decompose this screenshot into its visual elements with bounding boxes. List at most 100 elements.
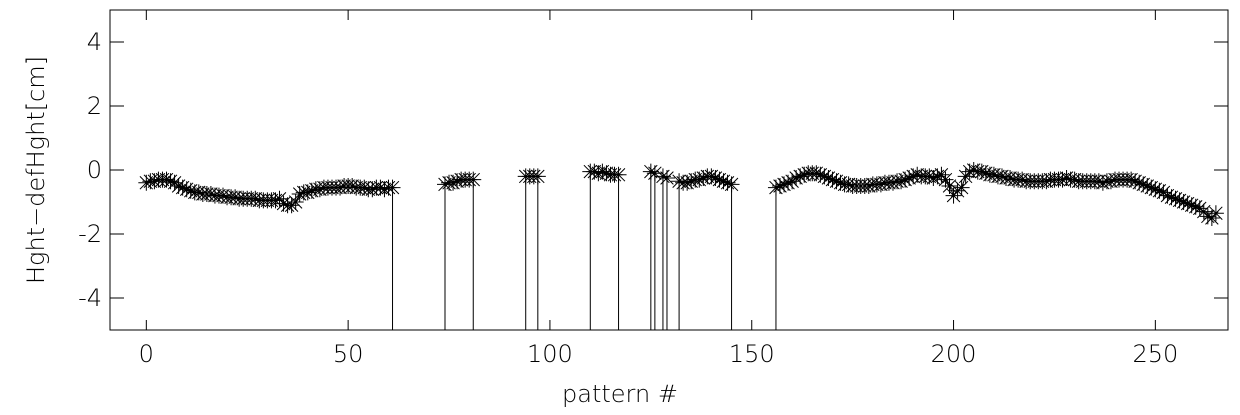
data-point	[945, 187, 962, 204]
data-point	[828, 173, 845, 190]
data-point	[356, 179, 373, 196]
data-point	[1094, 174, 1111, 191]
data-point	[646, 165, 663, 182]
data-point	[202, 186, 219, 202]
data-point	[166, 174, 183, 191]
data-point	[376, 181, 393, 198]
data-point	[824, 171, 841, 188]
data-point	[1143, 179, 1160, 196]
x-tick-label: 150	[729, 340, 775, 368]
data-point	[291, 186, 308, 202]
x-tick-label: 100	[527, 340, 573, 368]
data-point	[711, 171, 728, 188]
data-point	[796, 166, 813, 183]
data-point	[788, 170, 805, 186]
data-point	[808, 165, 825, 182]
data-point	[190, 184, 207, 201]
data-point	[925, 170, 942, 186]
data-point	[332, 179, 349, 196]
x-tick-label: 50	[333, 340, 364, 368]
data-point	[671, 173, 688, 190]
data-point	[364, 181, 381, 198]
data-point	[723, 176, 740, 193]
data-point	[715, 173, 732, 190]
data-point	[1163, 189, 1180, 206]
data-point	[311, 181, 328, 198]
data-point	[436, 176, 453, 193]
data-point	[445, 174, 462, 191]
data-point	[921, 168, 938, 185]
data-point	[897, 171, 914, 188]
data-point	[812, 166, 829, 183]
data-point	[372, 179, 389, 196]
data-point	[1123, 171, 1140, 188]
data-point	[1090, 173, 1107, 190]
data-point	[1175, 194, 1192, 210]
data-point	[993, 168, 1010, 185]
data-point	[1102, 173, 1119, 190]
data-point	[275, 195, 292, 212]
data-point	[170, 178, 187, 194]
data-point	[937, 171, 954, 188]
y-tick-label: -4	[78, 284, 102, 312]
data-point	[961, 163, 978, 180]
data-point	[985, 166, 1002, 183]
data-point	[594, 163, 611, 180]
data-point	[182, 182, 199, 199]
data-point	[679, 174, 696, 191]
data-point	[1038, 173, 1055, 190]
data-point	[957, 168, 974, 185]
data-point	[449, 173, 466, 190]
data-point	[598, 165, 615, 182]
data-point	[949, 182, 966, 199]
data-point	[1054, 171, 1071, 188]
data-point	[905, 168, 922, 185]
data-point	[529, 168, 546, 185]
data-point	[590, 165, 607, 182]
data-point	[1151, 182, 1168, 199]
data-point	[1187, 198, 1204, 215]
y-tick-label: 4	[87, 28, 102, 56]
data-point	[1014, 171, 1031, 188]
data-point	[1199, 208, 1216, 225]
data-point	[642, 163, 659, 180]
data-point	[138, 174, 155, 191]
x-tick-label: 200	[931, 340, 977, 368]
data-point	[1139, 178, 1156, 194]
data-point	[707, 170, 724, 186]
data-point	[784, 173, 801, 190]
x-axis-label: pattern #	[562, 380, 678, 408]
data-point	[299, 184, 316, 201]
data-point	[840, 176, 857, 193]
data-point	[1183, 197, 1200, 214]
data-point	[146, 173, 163, 190]
data-point	[1195, 203, 1212, 220]
data-point	[683, 173, 700, 190]
data-point	[271, 190, 288, 207]
data-point	[1135, 176, 1152, 193]
y-tick-label: 2	[87, 92, 102, 120]
data-point	[303, 182, 320, 199]
data-point	[1207, 205, 1224, 222]
data-point	[792, 168, 809, 185]
data-point	[1155, 184, 1172, 201]
data-point	[1159, 187, 1176, 204]
data-point	[384, 179, 401, 196]
data-point	[977, 165, 994, 182]
data-point	[158, 171, 175, 188]
data-point	[654, 168, 671, 185]
data-point	[719, 174, 736, 191]
y-tick-label: 0	[87, 156, 102, 184]
data-point	[586, 163, 603, 180]
data-point	[1179, 195, 1196, 212]
data-point	[767, 179, 784, 196]
data-point	[771, 178, 788, 194]
data-point	[1002, 170, 1019, 186]
data-point	[247, 190, 264, 207]
data-point	[953, 179, 970, 196]
data-point	[901, 170, 918, 186]
data-point	[1147, 181, 1164, 198]
data-point	[1191, 200, 1208, 217]
data-point	[973, 163, 990, 180]
